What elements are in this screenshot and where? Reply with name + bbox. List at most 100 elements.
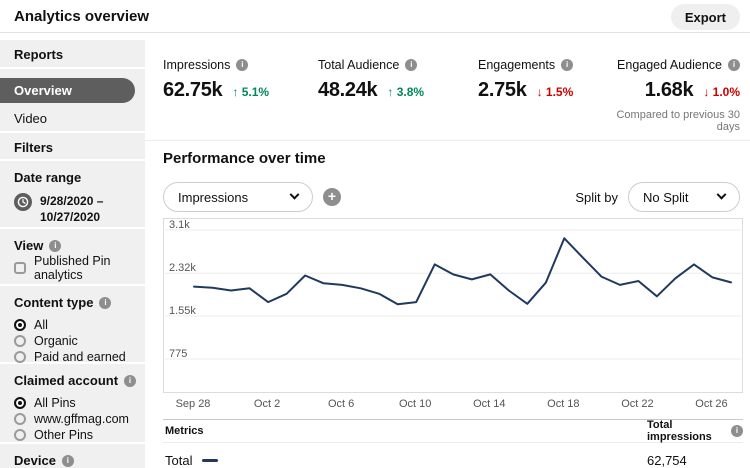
sidebar-section-date-range: Date range 9/28/2020 – 10/27/2020 (0, 161, 145, 228)
performance-title: Performance over time (163, 150, 326, 167)
radio-option[interactable]: Paid and earned (14, 349, 145, 365)
info-icon[interactable] (61, 454, 74, 467)
metric-card: Total Audience 48.24k ↑ 3.8% (318, 58, 478, 133)
export-button[interactable]: Export (670, 4, 740, 30)
radio-icon (14, 413, 26, 426)
series-swatch (202, 459, 219, 462)
row-value: 62,754 (647, 453, 687, 468)
sidebar-item-overview[interactable]: Overview (0, 77, 135, 103)
y-axis-tick-label: 2.32k (169, 262, 196, 275)
section-divider (145, 140, 750, 141)
metric-card: Engaged Audience 1.68k ↓ 1.0% Compared to p… (613, 58, 740, 133)
performance-chart: 3.1k 2.32k 1.55k 775 (163, 218, 743, 393)
date-range-heading: Date range (14, 170, 82, 186)
metric-delta: ↓ 1.0% (703, 85, 740, 99)
radio-label: Paid and earned (34, 350, 126, 365)
radio-icon (14, 335, 26, 348)
x-axis-tick-label: Oct 10 (399, 398, 432, 410)
info-icon[interactable] (99, 296, 112, 309)
date-range-value[interactable]: 9/28/2020 – 10/27/2020 (14, 193, 145, 225)
sidebar-item-video[interactable]: Video (14, 110, 48, 126)
sidebar-section-nav: Overview Video (0, 68, 145, 131)
info-icon[interactable] (124, 374, 137, 387)
split-by-label: Split by (575, 189, 618, 205)
claimed-account-heading: Claimed account (14, 373, 119, 389)
info-icon[interactable] (49, 239, 62, 252)
info-icon[interactable] (561, 59, 574, 71)
radio-icon (14, 429, 26, 442)
x-axis-tick-label: Sep 28 (175, 398, 211, 410)
y-axis-tick-label: 1.55k (169, 305, 196, 317)
metric-value: 1.68k (644, 79, 694, 101)
chevron-down-icon (716, 189, 727, 200)
add-metric-button[interactable] (323, 188, 341, 206)
metric-select-value: Impressions (178, 189, 249, 205)
metric-delta: ↑ 5.1% (232, 85, 270, 99)
app-header: Analytics overview Export (0, 0, 750, 33)
clock-icon (14, 193, 32, 216)
info-icon[interactable] (405, 59, 418, 71)
checkbox-icon (14, 262, 26, 275)
performance-chart-svg (165, 229, 741, 360)
metric-select-dropdown[interactable]: Impressions (163, 182, 313, 212)
metric-label: Engagements (478, 58, 556, 72)
chart-controls: Impressions Split by No Split (163, 182, 740, 212)
x-axis-tick-label: Oct 22 (621, 398, 654, 410)
x-axis-tick-label: Oct 26 (695, 398, 728, 410)
page-title: Analytics overview (14, 8, 150, 25)
date-range-text: 9/28/2020 – 10/27/2020 (40, 194, 104, 225)
radio-icon (14, 397, 26, 410)
chevron-down-icon (289, 189, 300, 200)
x-axis-tick-label: Oct 14 (473, 398, 506, 410)
table-header-total-impressions: Total impressions (647, 419, 712, 443)
device-heading: Device (14, 453, 56, 468)
metric-card: Impressions 62.75k ↑ 5.1% (163, 58, 318, 133)
table-header-metrics: Metrics (165, 425, 204, 437)
metric-cards: Impressions 62.75k ↑ 5.1% Total Audience 48.… (163, 58, 740, 133)
filters-heading: Filters (14, 139, 54, 155)
radio-option[interactable]: All Pins (14, 395, 145, 411)
impressions-line-series (193, 237, 732, 306)
metric-label: Total Audience (318, 58, 400, 72)
sidebar-section-device: Device (0, 444, 145, 468)
checkbox-label: Published Pin analytics (34, 254, 111, 283)
radio-label: All Pins (34, 396, 76, 411)
metric-card: Engagements 2.75k ↓ 1.5% (478, 58, 613, 133)
content-type-options: All Organic Paid and earned (14, 317, 145, 365)
radio-option[interactable]: Other Pins (14, 427, 145, 443)
info-icon[interactable] (731, 425, 743, 437)
checkbox-published-pin-analytics[interactable]: Published Pin analytics (14, 254, 145, 282)
sidebar: Reports Overview Video Filters Date rang… (0, 40, 145, 468)
content-type-heading: Content type (14, 295, 94, 311)
metric-label: Impressions (163, 58, 231, 72)
metric-delta: ↑ 3.8% (387, 85, 425, 99)
sidebar-section-claimed-account: Claimed account All Pinswww.gffmag.comOt… (0, 364, 145, 443)
x-axis-tick-label: Oct 2 (253, 398, 281, 410)
radio-option[interactable]: All (14, 317, 145, 333)
info-icon[interactable] (728, 59, 740, 71)
view-heading: View (14, 238, 44, 254)
x-axis-tick-label: Oct 18 (547, 398, 580, 410)
x-axis-tick-label: Oct 6 (327, 398, 355, 410)
radio-label: www.gffmag.com (34, 412, 129, 427)
sidebar-section-view: View Published Pin analytics (0, 229, 145, 285)
info-icon[interactable] (236, 59, 249, 71)
radio-label: Other Pins (34, 428, 94, 443)
comparison-footnote: Compared to previous 30 days (616, 109, 740, 133)
radio-option[interactable]: www.gffmag.com (14, 411, 145, 427)
y-axis-tick-label: 3.1k (169, 219, 190, 231)
radio-label: Organic (34, 334, 78, 349)
split-select-dropdown[interactable]: No Split (628, 182, 740, 212)
row-label: Total (165, 453, 193, 468)
metric-value: 2.75k (478, 79, 527, 101)
sidebar-section-filters: Filters (0, 132, 145, 160)
table-rows: Total 62,754 (163, 443, 743, 468)
split-select-value: No Split (643, 189, 689, 205)
radio-option[interactable]: Organic (14, 333, 145, 349)
metrics-table: Metrics Total impressions Total 62,754 (163, 419, 743, 468)
radio-icon (14, 319, 26, 332)
claimed-account-options: All Pins www.gffmag.com Other Pins (14, 395, 145, 443)
radio-label: All (34, 318, 48, 333)
chart-x-axis: Sep 28 Oct 2 Oct 6 Oct 10 Oct 14 Oct 18 Oct 22… (163, 398, 743, 412)
